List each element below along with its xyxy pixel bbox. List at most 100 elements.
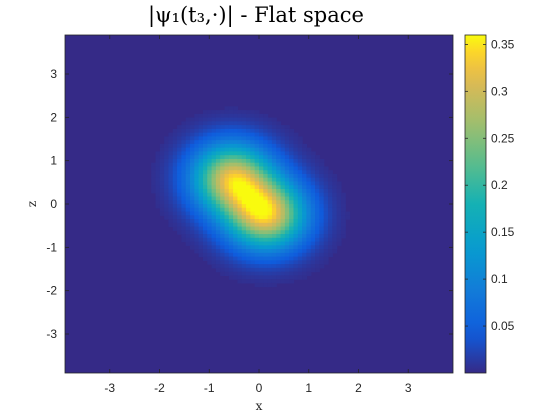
- heatmap-cell: [215, 204, 221, 209]
- heatmap-cell: [306, 249, 312, 254]
- heatmap-cell: [289, 196, 295, 201]
- heatmap-cell: [207, 192, 213, 198]
- heatmap-cell: [327, 170, 333, 175]
- heatmap-cell: [202, 121, 208, 126]
- heatmap-cell: [181, 128, 187, 134]
- heatmap-cell: [332, 200, 338, 205]
- heatmap-cell: [233, 234, 239, 239]
- heatmap-cell: [237, 155, 243, 160]
- heatmap-cell: [302, 237, 308, 243]
- heatmap-cell: [241, 128, 247, 134]
- heatmap-cell: [340, 230, 346, 235]
- heatmap-cell: [159, 200, 165, 205]
- heatmap-cell: [220, 128, 226, 134]
- heatmap-cell: [215, 143, 221, 149]
- heatmap-cell: [177, 136, 182, 141]
- heatmap-cell: [250, 166, 256, 171]
- heatmap-cell: [224, 234, 230, 239]
- heatmap-cell: [263, 117, 269, 122]
- heatmap-cell: [302, 260, 308, 265]
- heatmap-cell: [267, 282, 273, 288]
- heatmap-cell: [271, 279, 277, 284]
- heatmap-cell: [168, 173, 174, 179]
- heatmap-cell: [336, 204, 342, 209]
- heatmap-cell: [306, 230, 312, 235]
- colorbar-ticks: 0.050.10.150.20.250.30.35: [465, 37, 515, 333]
- heatmap-cell: [336, 181, 342, 186]
- heatmap-cell: [271, 177, 277, 183]
- heatmap-cell: [237, 151, 243, 156]
- heatmap-cell: [267, 136, 273, 141]
- heatmap-cell: [250, 211, 256, 216]
- heatmap-cell: [310, 256, 316, 261]
- heatmap-cell: [241, 215, 247, 220]
- heatmap-cell: [237, 264, 243, 269]
- heatmap-cell: [259, 147, 264, 153]
- heatmap-cell: [215, 158, 221, 164]
- heatmap-cell: [228, 136, 234, 141]
- heatmap-cell: [267, 188, 273, 194]
- heatmap-cell: [254, 128, 260, 134]
- heatmap-cell: [215, 173, 221, 179]
- heatmap-cell: [293, 143, 299, 149]
- heatmap-cell: [263, 260, 269, 265]
- heatmap-cell: [332, 192, 338, 198]
- heatmap-cell: [284, 279, 290, 284]
- heatmap-cell: [198, 226, 204, 231]
- heatmap-cell: [263, 267, 269, 273]
- x-axis-label: x: [256, 399, 263, 413]
- heatmap-cell: [237, 260, 243, 265]
- heatmap-cell: [263, 252, 269, 258]
- heatmap-cell: [276, 128, 282, 134]
- heatmap-cell: [190, 136, 195, 141]
- heatmap-cell: [259, 170, 264, 175]
- heatmap-cell: [263, 173, 269, 179]
- heatmap-cell: [194, 207, 200, 213]
- heatmap-cell: [284, 256, 290, 261]
- heatmap-cell: [271, 196, 277, 201]
- heatmap-cell: [315, 241, 320, 246]
- heatmap-cell: [159, 207, 165, 213]
- heatmap-cell: [310, 245, 316, 250]
- heatmap-cell: [280, 275, 286, 280]
- heatmap-cell: [332, 245, 338, 250]
- heatmap-cell: [233, 237, 239, 243]
- heatmap-cell: [271, 249, 277, 254]
- heatmap-cell: [237, 166, 243, 171]
- heatmap-cell: [310, 222, 316, 228]
- heatmap-cell: [271, 226, 277, 231]
- heatmap-cell: [215, 177, 221, 183]
- heatmap-cell: [172, 219, 178, 224]
- heatmap-cell: [207, 211, 213, 216]
- heatmap-cell: [284, 132, 290, 137]
- heatmap-cell: [259, 230, 264, 235]
- heatmap-cell: [185, 173, 191, 179]
- heatmap-cell: [310, 155, 316, 160]
- heatmap-cell: [280, 252, 286, 258]
- heatmap-cell: [250, 260, 256, 265]
- heatmap-cell: [241, 219, 247, 224]
- heatmap-cell: [246, 132, 251, 137]
- heatmap-cell: [276, 215, 282, 220]
- heatmap-cell: [254, 188, 260, 194]
- heatmap-cell: [185, 121, 191, 126]
- heatmap-cell: [284, 140, 290, 145]
- heatmap-cell: [267, 121, 273, 126]
- heatmap-cell: [297, 173, 303, 179]
- heatmap-cell: [284, 147, 290, 153]
- heatmap-cell: [259, 177, 264, 183]
- heatmap-cell: [246, 147, 251, 153]
- heatmap-cell: [297, 192, 303, 198]
- heatmap-cell: [293, 196, 299, 201]
- heatmap-cell: [250, 241, 256, 246]
- heatmap-cell: [267, 117, 273, 122]
- heatmap-cell: [327, 241, 333, 246]
- heatmap-cell: [202, 207, 208, 213]
- heatmap-cell: [289, 204, 295, 209]
- heatmap-cell: [310, 267, 316, 273]
- heatmap-cell: [263, 162, 269, 168]
- heatmap-cell: [237, 215, 243, 220]
- heatmap-cell: [233, 188, 239, 194]
- heatmap-cell: [185, 215, 191, 220]
